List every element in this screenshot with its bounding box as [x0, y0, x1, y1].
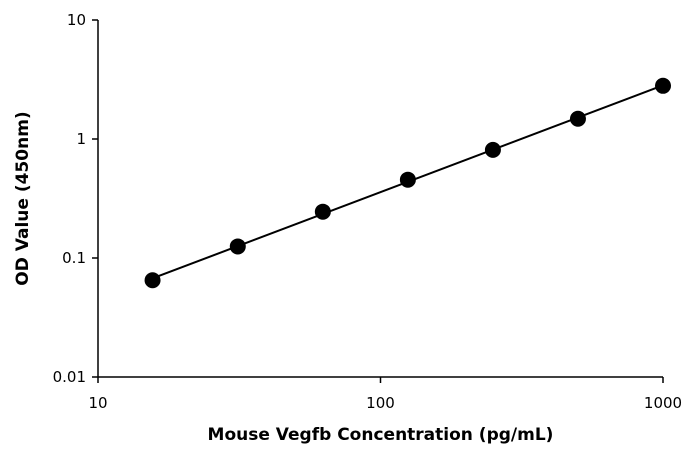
data-point — [399, 171, 416, 188]
x-axis-title: Mouse Vegfb Concentration (pg/mL) — [208, 425, 554, 445]
y-tick-label: 10 — [67, 11, 86, 29]
data-point — [484, 141, 501, 158]
x-ticks: 10 100 1000 — [88, 377, 682, 412]
y-tick-label: 0.1 — [62, 249, 86, 267]
data-point — [144, 272, 161, 289]
x-tick-label: 10 — [88, 394, 107, 412]
data-point — [229, 238, 246, 255]
axes — [97, 20, 663, 378]
data-points — [144, 77, 671, 289]
y-ticks: 0.01 0.1 1 10 — [53, 11, 98, 386]
data-point — [655, 77, 671, 94]
data-point — [314, 203, 331, 220]
x-tick-label: 1000 — [644, 394, 682, 412]
x-tick-label: 100 — [366, 394, 395, 412]
y-tick-label: 0.01 — [53, 368, 86, 386]
y-tick-label: 1 — [76, 130, 86, 148]
data-point — [569, 110, 586, 127]
y-axis-title: OD Value (450nm) — [13, 111, 33, 285]
